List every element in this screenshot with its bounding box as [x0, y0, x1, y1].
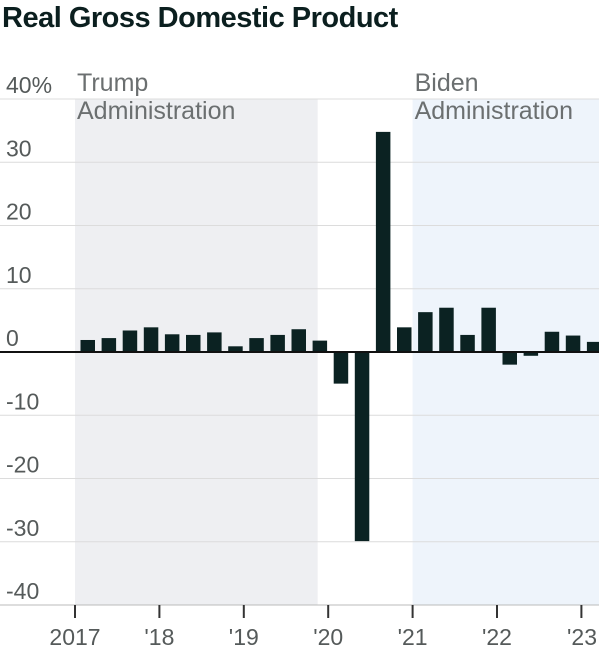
bar-21 — [523, 352, 539, 356]
x-tick-label-6: '23 — [567, 624, 597, 650]
bar-2 — [122, 330, 138, 352]
shaded-period-label-1-line1: Biden — [415, 69, 479, 97]
shaded-period-label-0-line1: Trump — [77, 69, 148, 97]
bar-24 — [586, 341, 599, 352]
y-tick-label-4: 0 — [6, 325, 19, 351]
x-tick-label-2: '19 — [229, 624, 259, 650]
bar-5 — [186, 334, 201, 352]
bar-14 — [375, 131, 391, 352]
bar-8 — [249, 338, 264, 352]
shaded-period-label-1-line2: Administration — [415, 97, 573, 125]
shaded-period-label-0-line2: Administration — [77, 97, 235, 125]
chart-title: Real Gross Domestic Product — [2, 2, 398, 34]
bar-0 — [80, 339, 95, 352]
bar-3 — [143, 327, 159, 352]
bar-16 — [418, 312, 433, 352]
y-tick-label-7: -30 — [6, 515, 39, 541]
x-tick-label-5: '22 — [482, 624, 512, 650]
bar-9 — [270, 334, 285, 352]
bar-4 — [164, 334, 180, 352]
y-tick-label-1: 30 — [6, 135, 32, 161]
bar-6 — [207, 332, 222, 352]
bar-12 — [333, 352, 349, 384]
y-tick-label-3: 10 — [6, 262, 32, 288]
bar-22 — [544, 331, 560, 352]
bar-13 — [354, 352, 370, 542]
bar-7 — [228, 346, 243, 352]
y-tick-label-6: -20 — [6, 452, 39, 478]
bar-11 — [312, 340, 328, 352]
bar-18 — [460, 334, 475, 352]
y-tick-label-5: -10 — [6, 388, 39, 414]
bar-19 — [481, 307, 496, 352]
y-tick-label-2: 20 — [6, 199, 32, 225]
bar-17 — [439, 307, 454, 352]
bar-20 — [502, 352, 517, 365]
x-tick-label-1: '18 — [144, 624, 174, 650]
bar-1 — [101, 338, 117, 352]
bar-10 — [291, 329, 306, 352]
x-tick-label-3: '20 — [313, 624, 343, 650]
y-tick-label-0: 40% — [6, 72, 52, 98]
bar-23 — [565, 335, 581, 352]
x-tick-label-0: 2017 — [49, 624, 100, 650]
bar-15 — [397, 327, 412, 352]
y-tick-label-8: -40 — [6, 578, 39, 604]
x-tick-label-4: '21 — [398, 624, 428, 650]
